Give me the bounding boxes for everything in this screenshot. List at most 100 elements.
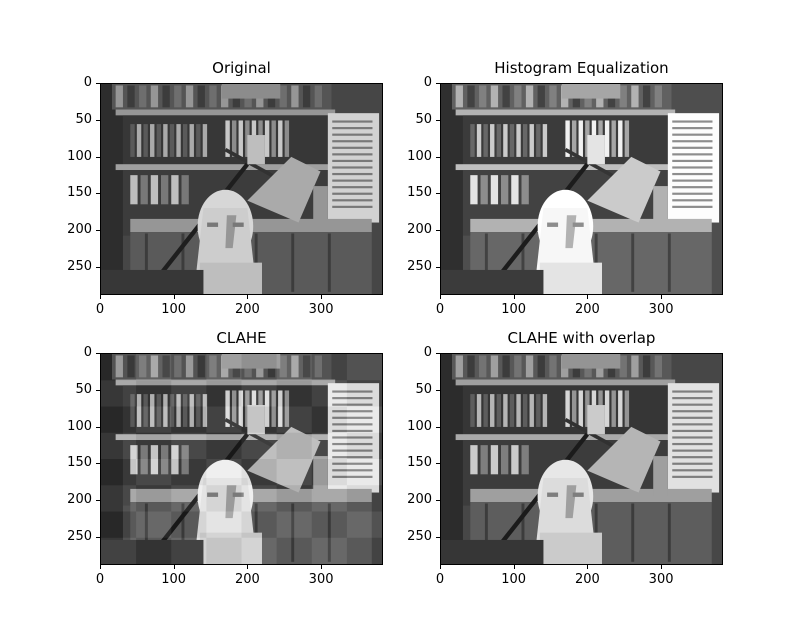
poster-text [332,423,373,426]
book [150,85,159,108]
y-tick-label: 100 [67,148,92,164]
y-tick-mark [436,500,440,502]
clahe-tile [171,511,207,538]
poster-text [332,199,373,202]
poster-text [332,159,373,163]
book [176,394,181,427]
clahe-tile [311,511,347,538]
statue-eye [207,492,219,497]
y-tick-label: 250 [67,529,92,545]
poster-text [672,179,713,182]
poster-text [672,205,713,208]
book [490,85,499,108]
x-tick-label: 200 [574,572,600,587]
panel-histogram-equalization: Histogram Equalization [440,59,723,295]
image-clahe-with-overlap [440,353,723,565]
lamp-shade [587,156,661,223]
book [503,394,508,427]
book [209,85,217,108]
clahe-tile [101,354,137,381]
y-tick-label: 0 [423,75,432,90]
poster-text [672,390,713,393]
clahe-tile [241,459,277,486]
clahe-tile [206,432,242,459]
clahe-tile [276,380,312,407]
poster-text [332,456,373,459]
y-tick-mark [96,353,100,354]
book [189,394,194,427]
clahe-tile [346,485,382,512]
clahe-tile [276,459,312,486]
poster-text [332,436,373,439]
book [455,85,463,108]
x-tick-mark [321,295,323,299]
book [516,124,521,157]
book [143,394,148,427]
panel-clahe-with-overlap: CLAHE with overlap [440,329,723,565]
left-wall [441,84,463,294]
clahe-tile [346,511,382,538]
table-leg [291,503,295,562]
statue-eye [232,492,244,497]
poster-text [672,456,713,459]
book [202,394,208,427]
book [271,120,276,157]
clahe-tile [136,537,172,564]
x-tick-label: 200 [574,302,600,317]
poster-text [332,475,373,478]
book [279,355,287,378]
poster-text [332,120,373,123]
statue-eye [547,222,559,227]
panel-original: Original [100,59,383,295]
can [247,135,265,165]
clahe-tile [206,485,242,512]
book [169,124,175,157]
x-tick-label: 300 [308,302,334,317]
y-tick-label: 100 [407,418,432,434]
book [502,85,510,108]
book [284,390,290,427]
clahe-tile [101,406,137,433]
book [565,120,570,157]
y-tick-label: 150 [407,185,432,201]
y-tick-label: 200 [407,492,432,508]
book [278,120,283,157]
book [490,394,495,427]
poster-text [332,416,373,419]
table-leg [144,233,148,292]
book [642,85,651,108]
poster-text [332,146,373,149]
y-tick-mark [436,193,440,195]
clahe-tile [171,537,207,564]
poster-text [332,462,373,465]
clahe-tile [346,432,382,459]
item [150,445,159,475]
y-tick-mark [436,156,440,158]
book [631,85,639,108]
item [521,175,529,205]
poster-text [672,410,713,413]
y-tick-mark [436,83,440,84]
poster-text [672,416,713,419]
x-tick-mark [513,295,515,299]
x-tick-label: 100 [161,302,187,317]
item [501,445,509,475]
x-tick-label: 100 [501,572,527,587]
book [291,85,299,108]
book [631,355,639,378]
clahe-tile [241,406,277,433]
clahe-tile [101,380,137,407]
book [182,394,188,427]
x-tick-mark [440,565,441,569]
lamp-shade [247,156,321,223]
book [197,85,205,108]
clahe-tile [346,380,382,407]
clahe-tile [311,432,347,459]
y-tick-mark [96,463,100,465]
shelf-plank [115,164,336,171]
image-original [100,83,383,295]
book [654,85,662,108]
book [139,355,147,378]
book [571,390,577,427]
